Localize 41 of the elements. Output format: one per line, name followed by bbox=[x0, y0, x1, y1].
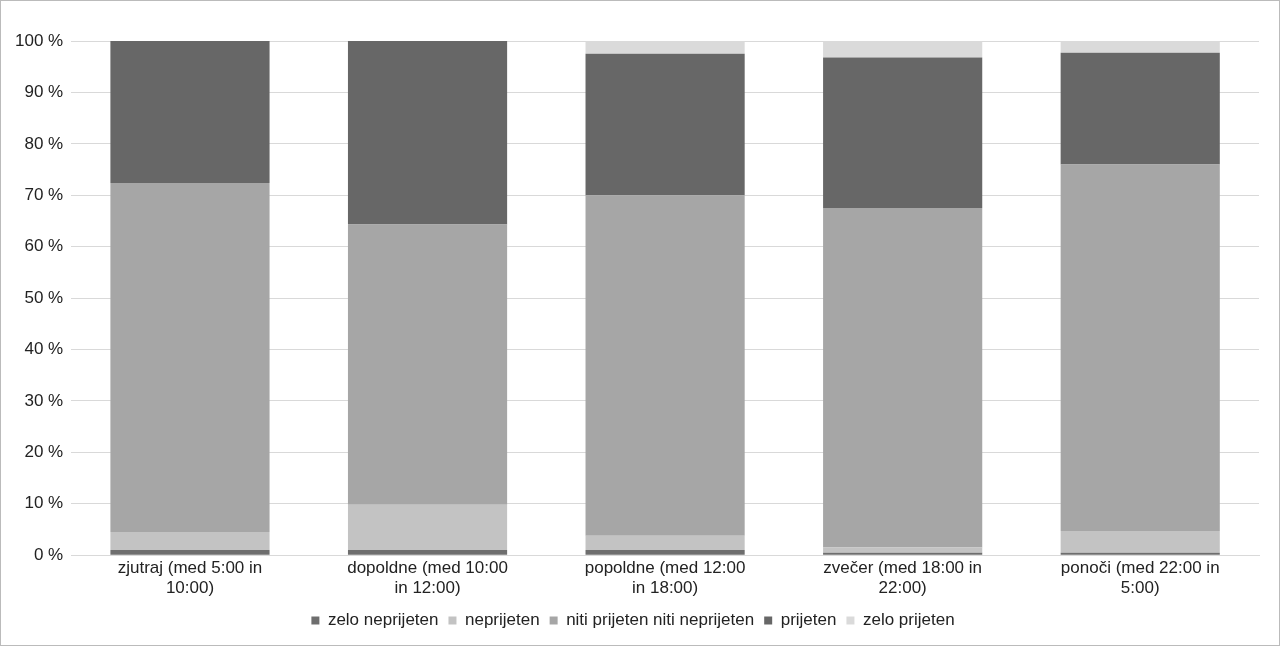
bar bbox=[823, 547, 983, 553]
bar bbox=[347, 224, 508, 505]
bar bbox=[585, 53, 745, 196]
bar bbox=[1060, 531, 1220, 553]
x-tick-label: dopoldne (med 10:00 in 12:00) bbox=[347, 558, 508, 598]
bar bbox=[823, 57, 983, 209]
bar bbox=[347, 550, 508, 555]
y-tick-label: 100 % bbox=[15, 30, 64, 50]
bar bbox=[110, 41, 270, 183]
y-tick-label: 10 % bbox=[24, 493, 64, 513]
bar bbox=[347, 504, 508, 551]
legend-label: niti prijeten niti neprijeten bbox=[566, 610, 755, 630]
x-tick-label: zvečer (med 18:00 in 22:00) bbox=[823, 558, 983, 598]
bar bbox=[110, 532, 270, 551]
y-tick-label: 90 % bbox=[24, 82, 64, 102]
y-tick-label: 70 % bbox=[24, 184, 64, 204]
y-tick-label: 40 % bbox=[24, 339, 64, 359]
legend-label: zelo neprijeten bbox=[327, 610, 439, 630]
y-tick-label: 20 % bbox=[24, 442, 64, 462]
bar bbox=[823, 552, 983, 555]
legend-label: neprijeten bbox=[464, 610, 540, 630]
bar bbox=[823, 208, 983, 548]
y-tick-label: 50 % bbox=[24, 287, 64, 307]
bar bbox=[1060, 552, 1220, 555]
bar bbox=[1060, 164, 1220, 532]
bar bbox=[585, 195, 745, 536]
x-tick-label: popoldne (med 12:00 in 18:00) bbox=[584, 558, 746, 598]
y-tick-label: 0 % bbox=[33, 544, 64, 564]
bar bbox=[585, 535, 745, 551]
legend-label: prijeten bbox=[780, 610, 837, 630]
bar bbox=[347, 41, 508, 225]
bar bbox=[1060, 52, 1220, 165]
legend-label: zelo prijeten bbox=[862, 610, 955, 630]
bar bbox=[110, 182, 270, 533]
y-tick-label: 80 % bbox=[24, 133, 64, 153]
x-tick-label: ponoči (med 22:00 in 5:00) bbox=[1060, 558, 1220, 598]
bar bbox=[110, 550, 270, 555]
x-tick-label: zjutraj (med 5:00 in 10:00) bbox=[117, 558, 263, 598]
y-tick-label: 30 % bbox=[24, 390, 64, 410]
y-tick-label: 60 % bbox=[24, 236, 64, 256]
bar bbox=[585, 550, 745, 555]
